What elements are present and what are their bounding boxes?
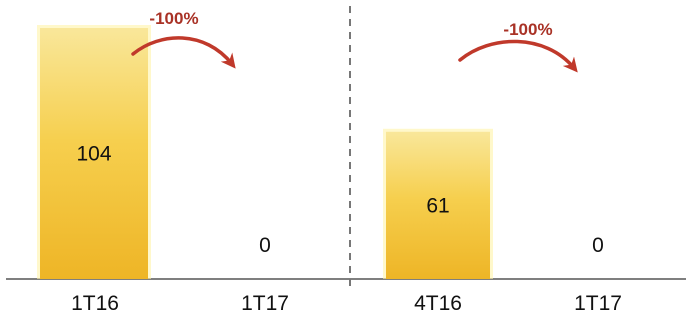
bar bbox=[386, 131, 490, 279]
data-label: 0 bbox=[259, 234, 271, 257]
change-arrow bbox=[131, 36, 236, 69]
data-label: 0 bbox=[592, 234, 604, 257]
change-label: -100% bbox=[149, 9, 198, 28]
category-label: 1T16 bbox=[71, 292, 119, 315]
change-label: -100% bbox=[503, 20, 552, 39]
data-label: 104 bbox=[76, 143, 111, 166]
category-label: 4T16 bbox=[414, 292, 462, 315]
category-label: 1T17 bbox=[241, 292, 289, 315]
data-label: 61 bbox=[426, 194, 449, 217]
change-arrow bbox=[458, 39, 578, 73]
category-label: 1T17 bbox=[574, 292, 622, 315]
bar bbox=[40, 28, 148, 279]
